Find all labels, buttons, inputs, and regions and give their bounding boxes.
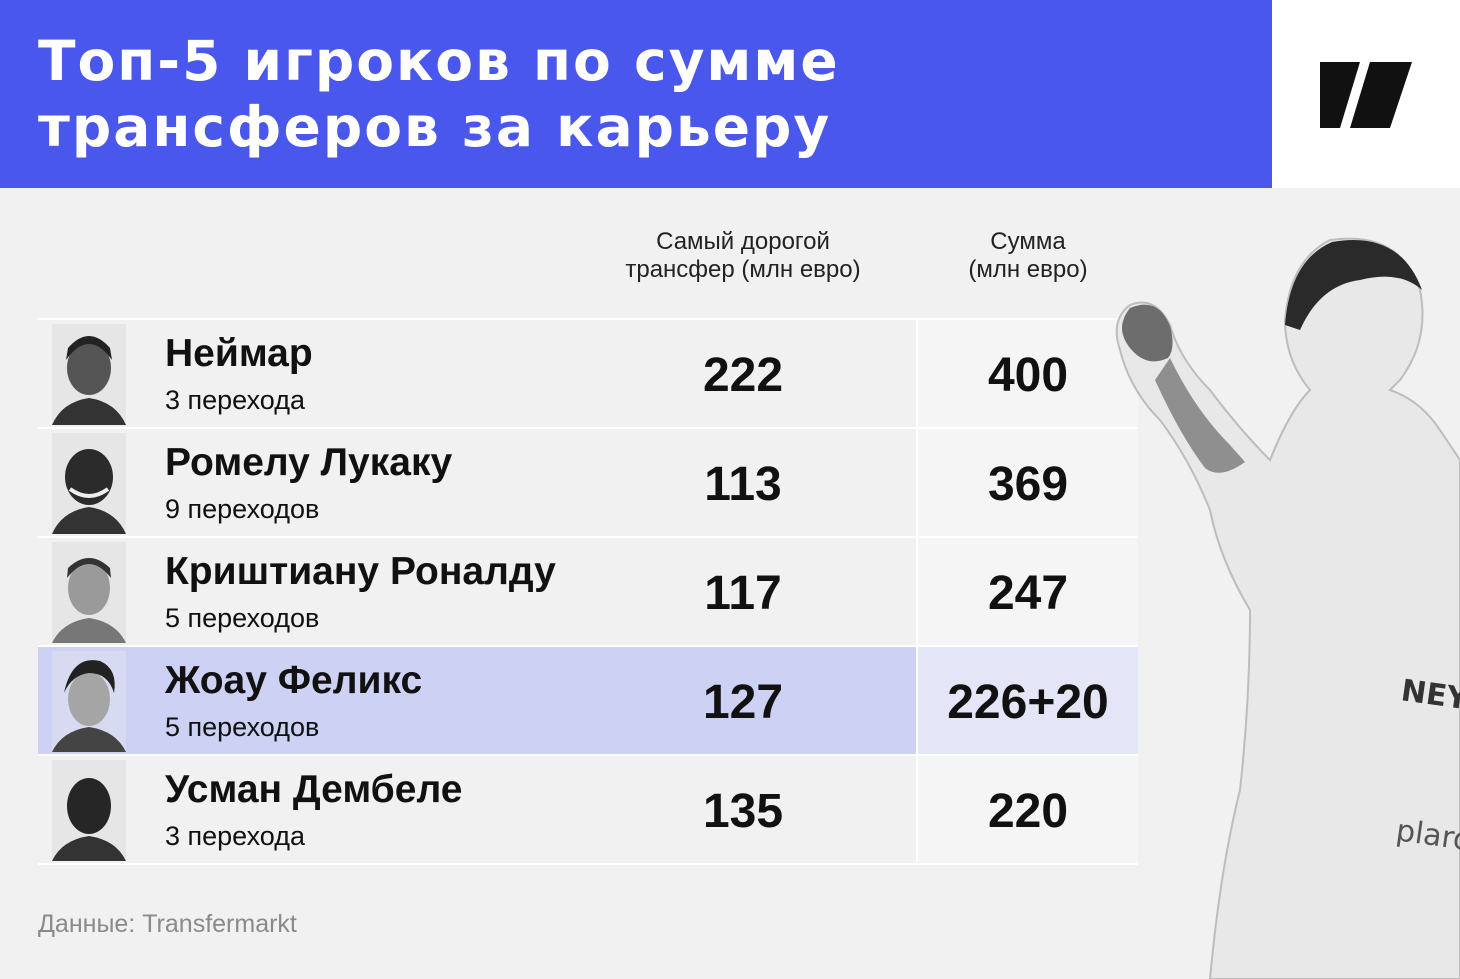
sum-value: 220 <box>987 785 1069 838</box>
column-header-top-transfer: Самый дорогой трансфер (млн евро) <box>600 228 886 284</box>
top-transfer-value: 222 <box>702 349 784 402</box>
top-transfer-value: 127 <box>702 676 784 729</box>
player-transfers-count: 5 переходов <box>165 603 320 633</box>
player-avatar-icon <box>52 433 126 534</box>
column-header-sum: Сумма (млн евро) <box>918 228 1138 284</box>
player-transfers-count: 5 переходов <box>165 712 320 742</box>
table-row: Ромелу Лукаку 9 переходов 113 369 <box>38 427 1138 536</box>
column-header-top-line1: Самый дорогой <box>656 228 830 255</box>
player-transfers-count: 3 перехода <box>165 821 305 851</box>
header-banner: Топ-5 игроков по сумме трансферов за кар… <box>0 0 1272 188</box>
table-row: Криштиану Роналду 5 переходов 117 247 <box>38 536 1138 645</box>
sum-value: 226+20 <box>947 676 1109 729</box>
column-header-sum-line1: Сумма <box>990 228 1066 255</box>
top-transfer-value: 117 <box>704 567 782 620</box>
player-avatar-icon <box>52 651 126 752</box>
top-transfer-value: 135 <box>702 785 784 838</box>
data-source: Данные: Transfermarkt <box>38 910 297 938</box>
player-name: Усман Дембеле <box>165 768 463 811</box>
player-transfers-count: 9 переходов <box>165 494 320 524</box>
player-name: Ромелу Лукаку <box>165 441 453 484</box>
player-name: Неймар <box>165 332 313 375</box>
sum-value: 400 <box>987 349 1069 402</box>
column-header-top-line2: трансфер (млн евро) <box>625 256 861 283</box>
player-name: Криштиану Роналду <box>165 550 556 593</box>
top-transfer-value: 113 <box>704 458 782 511</box>
player-avatar-icon <box>52 760 126 861</box>
player-name: Жоау Феликс <box>165 659 423 702</box>
column-header-sum-line2: (млн евро) <box>968 256 1088 283</box>
player-avatar-icon <box>52 324 126 425</box>
player-photo-icon: NEY plaro <box>1115 237 1460 979</box>
transfers-table: Неймар 3 перехода 222 400 Ромелу Лукаку … <box>38 318 1138 865</box>
player-transfers-count: 3 перехода <box>165 385 305 415</box>
table-row: Неймар 3 перехода 222 400 <box>38 318 1138 427</box>
player-avatar-icon <box>52 542 126 643</box>
sum-value: 369 <box>987 458 1069 511</box>
table-row-highlighted: Жоау Феликс 5 переходов 127 226+20 <box>38 645 1138 754</box>
sum-value: 247 <box>987 567 1069 620</box>
media-logo-icon <box>1320 62 1412 128</box>
logo-box <box>1272 0 1460 188</box>
table-row: Усман Дембеле 3 перехода 135 220 <box>38 754 1138 865</box>
page-title: Топ-5 игроков по сумме трансферов за кар… <box>38 29 840 159</box>
